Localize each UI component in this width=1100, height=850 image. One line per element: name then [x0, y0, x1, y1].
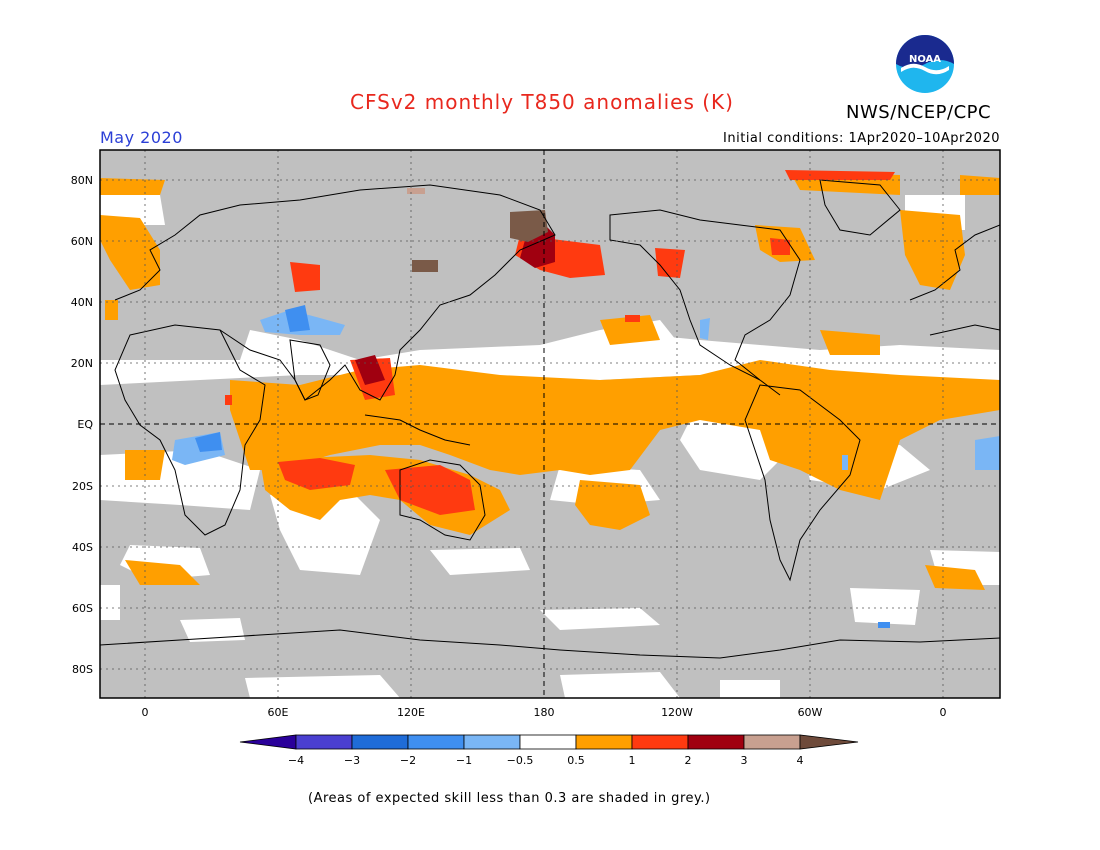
lat-label: 40N	[71, 296, 93, 309]
coastlines	[100, 179, 1000, 659]
lat-label: 80S	[72, 663, 93, 676]
lon-label: 60W	[798, 706, 823, 719]
skill-footnote: (Areas of expected skill less than 0.3 a…	[308, 791, 711, 806]
legend-label: 4	[797, 754, 804, 767]
graticule	[100, 150, 1000, 698]
legend-label: −0.5	[507, 754, 534, 767]
lat-label: EQ	[77, 418, 93, 431]
lon-label: 60E	[268, 706, 289, 719]
legend-swatch	[295, 734, 353, 750]
legend-swatch	[631, 734, 689, 750]
lon-label: 180	[534, 706, 555, 719]
legend-swatch	[687, 734, 745, 750]
lat-label: 60N	[71, 235, 93, 248]
extreme-warm-anomaly-regions	[412, 210, 548, 272]
noaa-logo-text: NOAA	[909, 54, 941, 65]
agency-label: NWS/NCEP/CPC	[846, 102, 992, 123]
longitude-labels: 0 60E 120E 180 120W 60W 0	[142, 706, 947, 719]
map-title: CFSv2 monthly T850 anomalies (K)	[350, 90, 734, 114]
lat-label: 40S	[72, 541, 93, 554]
legend-label: −1	[456, 754, 472, 767]
initial-conditions: Initial conditions: 1Apr2020–10Apr2020	[723, 131, 1000, 146]
legend-swatch	[407, 734, 465, 750]
legend-swatch	[351, 734, 409, 750]
legend-swatch	[239, 734, 297, 750]
strong-warm-anomaly-regions	[225, 170, 895, 515]
light-brown-patch	[407, 188, 425, 194]
lat-label: 20S	[72, 480, 93, 493]
legend-label: −3	[344, 754, 360, 767]
legend-label: 3	[741, 754, 748, 767]
legend-labels: −4 −3 −2 −1 −0.5 0.5 1 2 3 4	[288, 754, 804, 767]
map-frame	[99, 149, 1001, 699]
legend-swatch	[799, 734, 859, 750]
lon-label: 120E	[397, 706, 425, 719]
latitude-labels: 80N 60N 40N 20N EQ 20S 40S 60S 80S	[71, 174, 94, 676]
legend-swatch	[575, 734, 633, 750]
equator-dateline	[100, 150, 1000, 698]
legend-swatch	[519, 734, 577, 750]
lon-label: 0	[940, 706, 947, 719]
cold-anomaly-regions	[172, 305, 1000, 628]
legend-swatch	[743, 734, 801, 750]
legend-label: 2	[685, 754, 692, 767]
color-legend	[239, 734, 859, 750]
legend-label: 1	[629, 754, 636, 767]
legend-label: 0.5	[567, 754, 585, 767]
noaa-logo-icon: NOAA	[896, 35, 954, 93]
legend-label: −4	[288, 754, 304, 767]
lon-label: 120W	[661, 706, 693, 719]
lat-label: 80N	[71, 174, 93, 187]
lat-label: 60S	[72, 602, 93, 615]
forecast-month: May 2020	[100, 128, 183, 147]
lat-label: 20N	[71, 357, 93, 370]
lon-label: 0	[142, 706, 149, 719]
very-strong-warm-anomaly-regions	[355, 225, 555, 385]
legend-swatch	[463, 734, 521, 750]
legend-label: −2	[400, 754, 416, 767]
